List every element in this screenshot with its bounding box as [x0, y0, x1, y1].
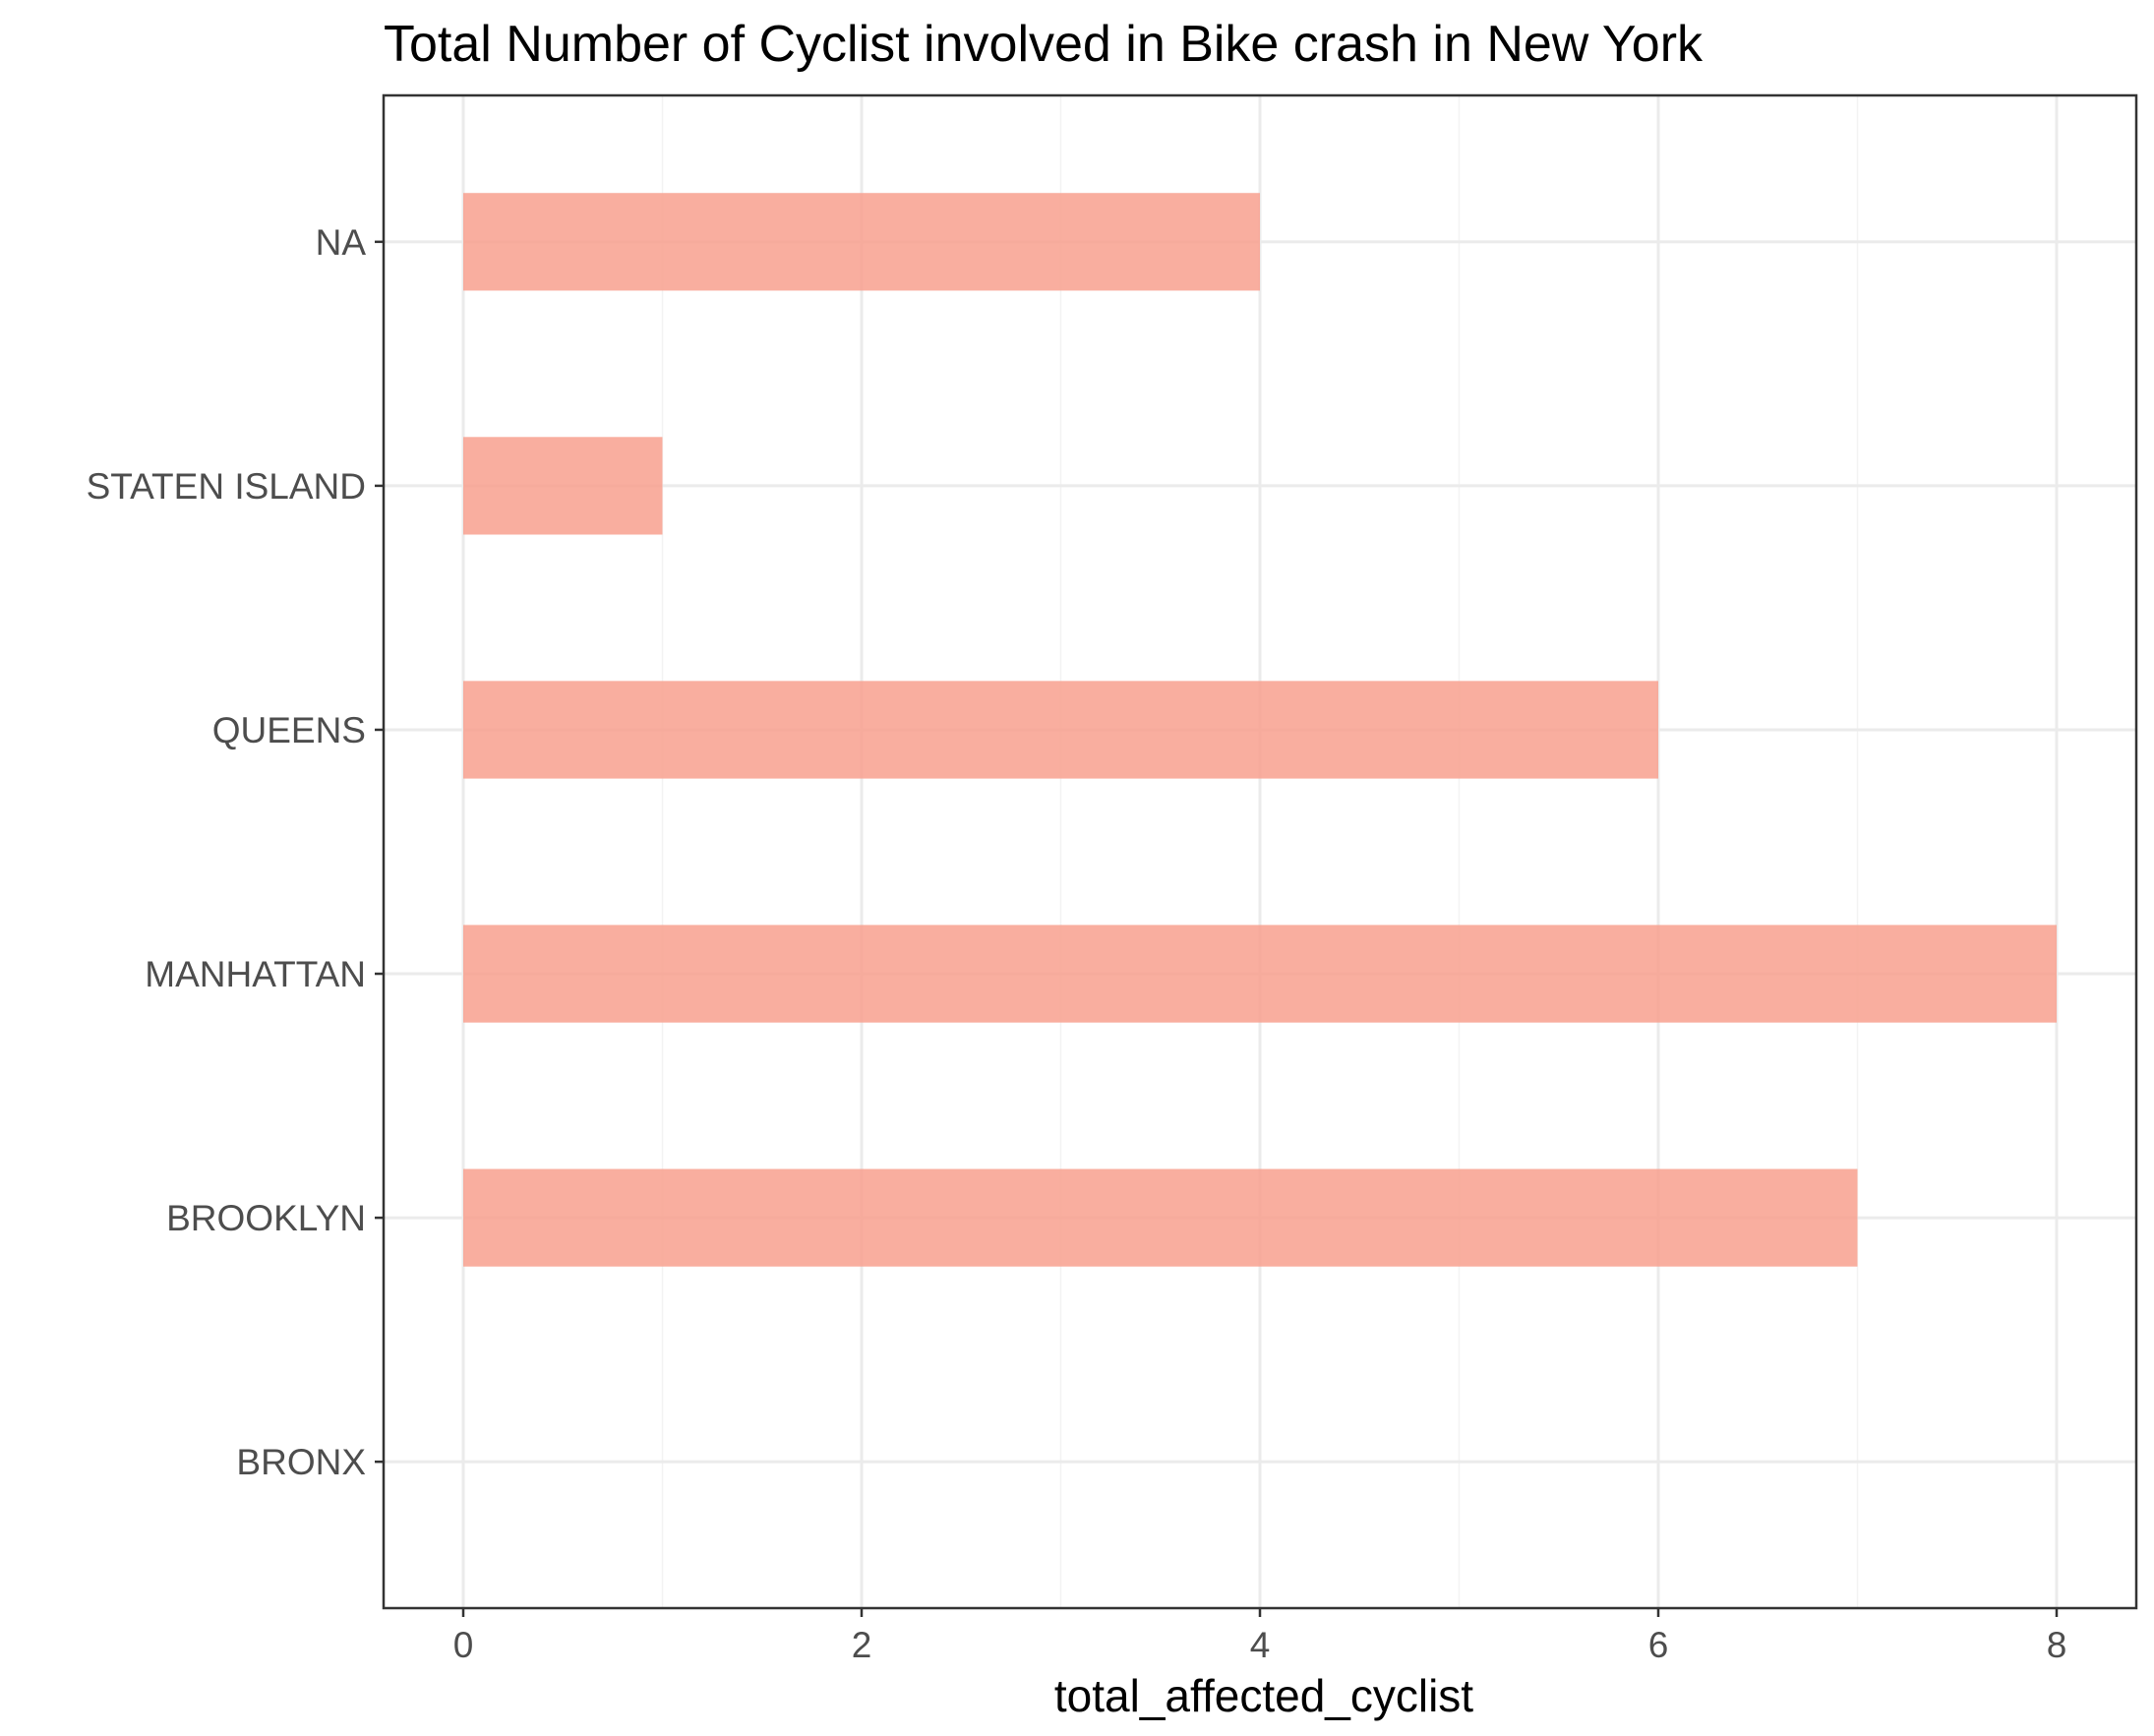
y-tick-label: BROOKLYN — [166, 1198, 366, 1238]
y-tick-label: QUEENS — [212, 710, 366, 750]
x-tick-label: 6 — [1648, 1625, 1669, 1665]
bar — [463, 925, 2057, 1023]
y-axis: BRONX BROOKLYN MANHATTAN QUEENS STATEN ISLAN… — [87, 222, 384, 1482]
bar — [463, 681, 1658, 779]
bar — [463, 1168, 1858, 1267]
x-axis: 0 2 4 6 8 — [453, 1608, 2067, 1665]
x-tick-label: 2 — [852, 1625, 872, 1665]
x-tick-label: 8 — [2047, 1625, 2067, 1665]
y-tick-label: STATEN ISLAND — [87, 466, 366, 507]
chart-title: Total Number of Cyclist involved in Bike… — [384, 16, 1704, 73]
x-tick-label: 4 — [1250, 1625, 1271, 1665]
y-tick-label: NA — [316, 222, 367, 263]
x-tick-label: 0 — [453, 1625, 474, 1665]
bar — [463, 193, 1260, 291]
bars — [463, 193, 2057, 1267]
x-axis-title: total_affected_cyclist — [1054, 1670, 1473, 1721]
y-tick-label: BRONX — [236, 1442, 366, 1482]
bar — [463, 437, 663, 535]
y-tick-label: MANHATTAN — [145, 954, 366, 994]
